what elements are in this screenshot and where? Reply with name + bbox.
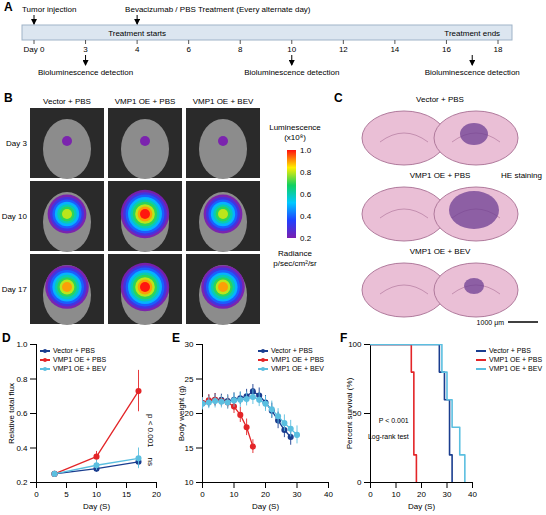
svg-text:P < 0.001: P < 0.001	[379, 417, 409, 424]
svg-text:0: 0	[357, 478, 362, 487]
svg-text:20: 20	[261, 490, 270, 499]
svg-text:25: 25	[185, 375, 194, 384]
html-text:Vector + PBS: Vector + PBS	[53, 347, 95, 354]
svg-text:3: 3	[83, 45, 88, 54]
svg-text:Log-rank test: Log-rank test	[368, 433, 409, 441]
svg-text:12: 12	[339, 45, 348, 54]
svg-text:Day (S): Day (S)	[252, 502, 279, 511]
svg-text:Vector + PBS: Vector + PBS	[416, 95, 464, 104]
svg-text:Bioluminescence detection: Bioluminescence detection	[38, 68, 133, 77]
svg-text:Bioluminescence detection: Bioluminescence detection	[244, 68, 339, 77]
svg-text:Day (S): Day (S)	[83, 502, 110, 511]
html-text:VMP1 OE + BEV: VMP1 OE + BEV	[489, 365, 543, 372]
svg-text:1.0: 1.0	[300, 146, 312, 155]
svg-text:15: 15	[185, 444, 194, 453]
svg-text:Bioluminescence detection: Bioluminescence detection	[425, 68, 520, 77]
svg-text:ns: ns	[146, 458, 155, 466]
svg-text:Body weight (g): Body weight (g)	[177, 385, 186, 441]
svg-text:10: 10	[392, 490, 401, 499]
svg-text:50: 50	[352, 409, 362, 419]
svg-text:10: 10	[185, 478, 194, 487]
svg-text:VMP1 OE + BEV: VMP1 OE + BEV	[410, 247, 471, 256]
svg-text:Percent survival (%): Percent survival (%)	[345, 377, 354, 449]
svg-text:0.2: 0.2	[300, 234, 312, 243]
svg-text:10: 10	[287, 45, 296, 54]
html-text:VMP1 OE + PBS: VMP1 OE + PBS	[270, 356, 324, 363]
html-text:VMP1 OE + PBS: VMP1 OE + PBS	[489, 356, 543, 363]
html-text:Vector + PBS: Vector + PBS	[270, 347, 313, 354]
svg-text:14: 14	[390, 45, 399, 54]
svg-text:40: 40	[324, 490, 333, 499]
svg-text:VMP1 OE + PBS: VMP1 OE + PBS	[115, 97, 176, 106]
svg-text:Luminescence: Luminescence	[269, 123, 321, 132]
svg-text:Relative total flux: Relative total flux	[7, 383, 16, 444]
svg-text:20: 20	[152, 490, 161, 499]
svg-text:0: 0	[34, 490, 39, 499]
svg-text:0.6: 0.6	[300, 190, 312, 199]
html-text:VMP1 OE + PBS: VMP1 OE + PBS	[53, 356, 107, 363]
svg-text:A: A	[4, 0, 13, 14]
svg-text:VMP1 OE + PBS: VMP1 OE + PBS	[410, 171, 471, 180]
svg-text:40: 40	[468, 490, 477, 499]
svg-text:1000 μm: 1000 μm	[477, 319, 505, 327]
svg-text:6: 6	[186, 45, 191, 54]
svg-text:Treatment starts: Treatment starts	[108, 29, 166, 38]
svg-text:VMP1 OE + BEV: VMP1 OE + BEV	[193, 97, 254, 106]
svg-text:5: 5	[64, 490, 69, 499]
html-text:F: F	[340, 331, 348, 345]
svg-text:B: B	[4, 91, 13, 105]
svg-text:20: 20	[184, 409, 194, 419]
svg-text:HE staining: HE staining	[501, 171, 542, 180]
svg-text:Treatment ends: Treatment ends	[444, 29, 500, 38]
html-text:VMP1 OE + BEV: VMP1 OE + BEV	[53, 365, 107, 372]
svg-text:0.4: 0.4	[300, 212, 312, 221]
svg-text:30: 30	[293, 490, 302, 499]
svg-text:0.2: 0.2	[16, 478, 28, 487]
svg-text:Radiance: Radiance	[278, 249, 312, 258]
svg-text:0.6: 0.6	[16, 409, 28, 418]
svg-text:p/sec/cm²/sr: p/sec/cm²/sr	[273, 259, 317, 268]
svg-text:8: 8	[238, 45, 243, 54]
svg-text:0.8: 0.8	[16, 375, 28, 384]
svg-text:0: 0	[200, 490, 205, 499]
html-text:E: E	[172, 331, 180, 345]
html-text:D: D	[2, 331, 11, 345]
svg-text:1.0: 1.0	[16, 340, 28, 349]
svg-text:(x10⁸): (x10⁸)	[284, 133, 306, 142]
svg-text:16: 16	[442, 45, 451, 54]
svg-text:Day 3: Day 3	[6, 139, 27, 148]
svg-text:20: 20	[417, 490, 426, 499]
svg-text:30: 30	[443, 490, 452, 499]
svg-text:Day (S): Day (S)	[408, 502, 435, 511]
svg-text:p < 0.001: p < 0.001	[146, 414, 155, 448]
svg-text:10: 10	[230, 490, 239, 499]
svg-text:Day 0: Day 0	[24, 45, 45, 54]
html-text:VMP1 OE + BEV: VMP1 OE + BEV	[270, 365, 324, 372]
svg-text:10: 10	[92, 490, 101, 499]
svg-text:C: C	[334, 91, 343, 105]
svg-text:30: 30	[185, 340, 194, 349]
svg-text:0: 0	[368, 490, 373, 499]
svg-text:0.4: 0.4	[16, 444, 28, 453]
svg-text:0.8: 0.8	[300, 168, 312, 177]
svg-text:15: 15	[122, 490, 131, 499]
svg-text:4: 4	[135, 45, 140, 54]
svg-text:Vector + PBS: Vector + PBS	[43, 97, 91, 106]
svg-text:Bevacizumab / PBS Treatment (E: Bevacizumab / PBS Treatment (Every alter…	[125, 5, 311, 14]
svg-text:Day 17: Day 17	[2, 285, 28, 294]
svg-text:100: 100	[348, 340, 362, 349]
html-text:Vector + PBS: Vector + PBS	[489, 347, 531, 354]
svg-text:18: 18	[494, 45, 503, 54]
svg-text:Tumor injection: Tumor injection	[22, 5, 76, 14]
svg-text:Day 10: Day 10	[2, 212, 28, 221]
